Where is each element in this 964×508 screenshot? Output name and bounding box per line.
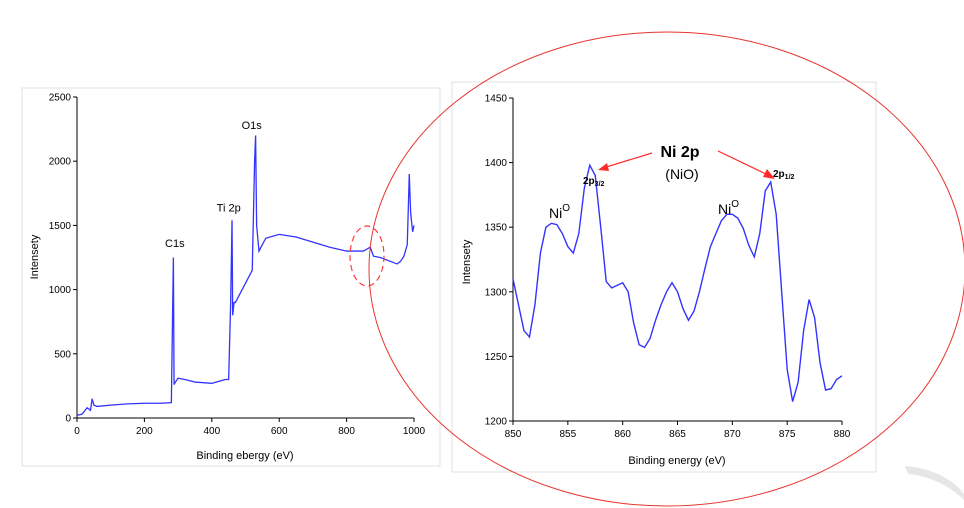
ni-metal-label-1: NiO [549, 203, 570, 221]
arrowhead-2p1-2 [763, 169, 775, 179]
peak-label: O1s [242, 120, 263, 132]
y-tick-label: 1400 [485, 158, 508, 169]
y-tick-label: 1450 [485, 94, 508, 105]
peak-label: Ti 2p [217, 203, 241, 215]
y-tick-group: 1200 1250 1300 1350 1400 1450 [485, 94, 513, 428]
ni-metal-label-2: NiO [718, 199, 739, 217]
nio-label: (NiO) [665, 166, 698, 182]
y-tick-label: 1000 [49, 285, 72, 296]
ni2p-title-label: Ni 2p [660, 144, 699, 161]
y-tick-label: 1350 [485, 223, 508, 234]
arrow-to-2p1-2 [717, 150, 769, 176]
ni2p-chart: 850 855 860 865 870 875 880 1200 1250 1300 1350 14… [461, 94, 851, 468]
y-tick-label: 1250 [485, 352, 508, 363]
y-tick-label: 500 [54, 349, 71, 360]
x-tick-label: 855 [559, 429, 576, 440]
x-tick-label: 865 [669, 429, 686, 440]
x-tick-label: 600 [271, 426, 288, 437]
x-tick-label: 200 [136, 426, 153, 437]
arrowhead-2p3-2 [598, 163, 609, 171]
y-tick-label: 2000 [49, 157, 72, 168]
x-tick-label: 870 [724, 429, 741, 440]
x-axis-title: Binding energy (eV) [628, 455, 725, 467]
y-tick-group: 0 500 1000 1500 2000 2500 [49, 93, 77, 425]
watermark-mark [905, 466, 964, 500]
survey-spectrum-chart: 0 200 400 600 800 1000 0 500 1000 1500 2000 2500 C… [29, 93, 426, 463]
y-tick-label: 1500 [49, 221, 72, 232]
x-tick-label: 880 [834, 429, 851, 440]
y-tick-label: 2500 [49, 93, 72, 104]
peak-labels: C1s Ti 2p O1s [165, 120, 262, 250]
x-tick-label: 1000 [403, 426, 426, 437]
y-tick-label: 0 [65, 414, 71, 425]
x-tick-label: 860 [614, 429, 631, 440]
annotation-arrows [598, 150, 775, 179]
survey-series-line [76, 135, 415, 417]
x-tick-group: 850 855 860 865 870 875 880 [505, 421, 851, 440]
highlight-ellipse [368, 31, 964, 507]
x-tick-label: 0 [74, 426, 80, 437]
y-axis-title: Intensety [29, 234, 41, 279]
arrow-to-2p3-2 [602, 152, 653, 169]
y-tick-label: 1300 [485, 287, 508, 298]
x-tick-label: 875 [779, 429, 796, 440]
ni2p-series-line [512, 163, 843, 402]
x-axis-title: Binding ebergy (eV) [196, 450, 293, 462]
y-tick-label: 1200 [485, 417, 508, 428]
x-tick-group: 0 200 400 600 800 1000 [74, 418, 426, 437]
peak-label: C1s [165, 238, 185, 250]
right-panel-frame [451, 81, 877, 473]
y-axis-title: Intensety [461, 239, 473, 284]
zoom-region-marker [349, 225, 385, 287]
x-tick-label: 800 [338, 426, 355, 437]
x-tick-label: 400 [203, 426, 220, 437]
x-tick-label: 850 [505, 429, 522, 440]
